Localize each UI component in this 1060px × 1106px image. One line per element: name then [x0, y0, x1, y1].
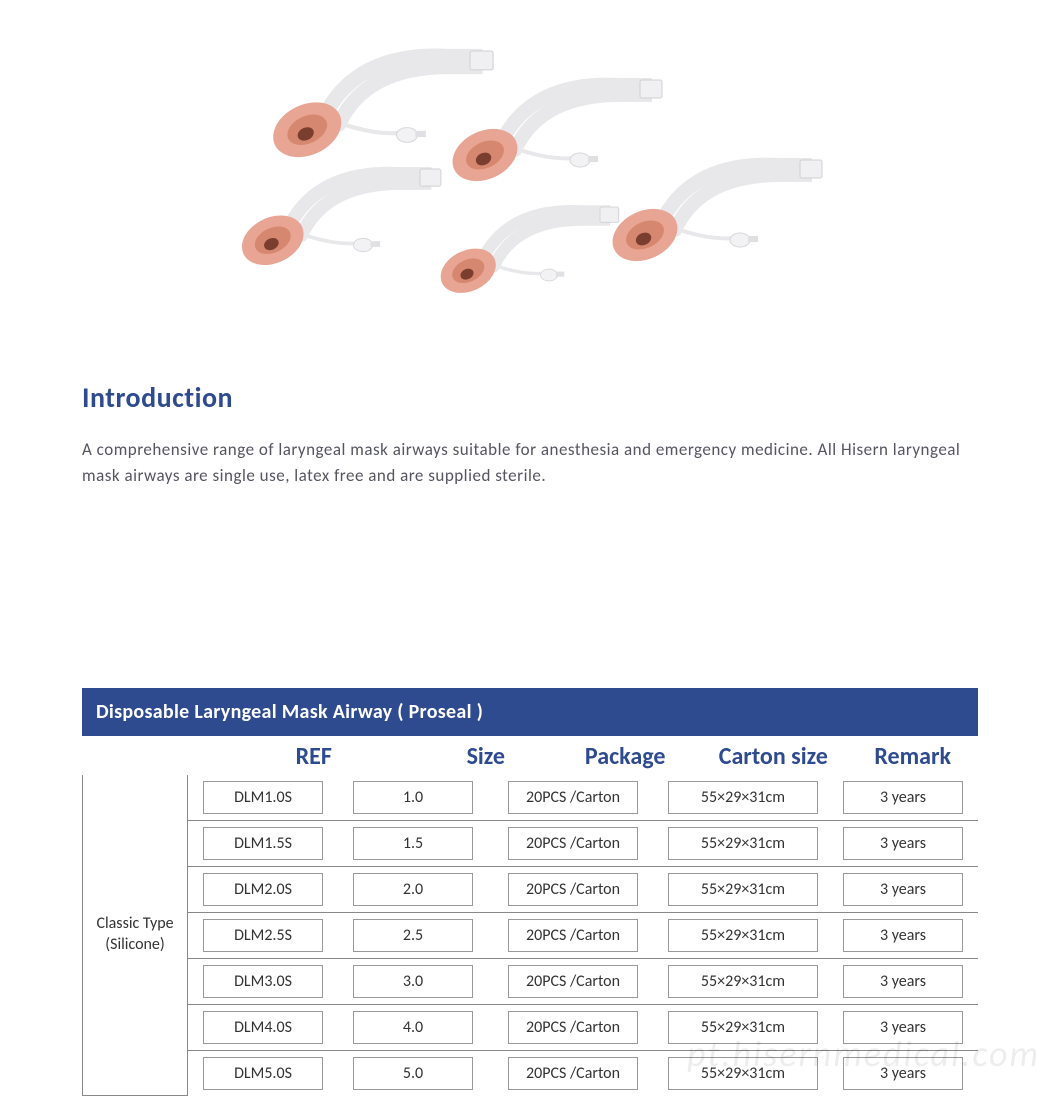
lma-icon [430, 190, 626, 301]
column-header-size: Size [420, 742, 551, 771]
cell-carton: 55×29×31cm [658, 781, 828, 814]
spec-table: Classic Type (Silicone) DLM1.0S1.020PCS … [82, 775, 978, 1096]
cell-size: 2.5 [338, 919, 488, 952]
cell-ref: DLM3.0S [188, 965, 338, 998]
table-row: DLM5.0S5.020PCS /Carton55×29×31cm3 years [188, 1051, 978, 1096]
cell-package: 20PCS /Carton [488, 827, 658, 860]
cell-ref: DLM2.5S [188, 919, 338, 952]
cell-package: 20PCS /Carton [488, 919, 658, 952]
column-header-package: Package [551, 742, 699, 771]
cell-ref: DLM4.0S [188, 1011, 338, 1044]
cell-package: 20PCS /Carton [488, 1057, 658, 1090]
cell-size: 1.0 [338, 781, 488, 814]
table-header-row: REFSizePackageCarton sizeRemark [82, 736, 978, 775]
cell-remark: 3 years [828, 781, 978, 814]
table-row: DLM2.5S2.520PCS /Carton55×29×31cm3 years [188, 913, 978, 959]
table-row: DLM1.5S1.520PCS /Carton55×29×31cm3 years [188, 821, 978, 867]
cell-remark: 3 years [828, 1057, 978, 1090]
cell-carton: 55×29×31cm [658, 919, 828, 952]
cell-ref: DLM1.5S [188, 827, 338, 860]
product-image [220, 20, 840, 350]
cell-package: 20PCS /Carton [488, 781, 658, 814]
type-column: Classic Type (Silicone) [82, 775, 188, 1096]
cell-ref: DLM5.0S [188, 1057, 338, 1090]
cell-remark: 3 years [828, 873, 978, 906]
cell-ref: DLM2.0S [188, 873, 338, 906]
cell-size: 1.5 [338, 827, 488, 860]
cell-remark: 3 years [828, 1011, 978, 1044]
cell-carton: 55×29×31cm [658, 827, 828, 860]
column-header-carton: Carton size [699, 742, 847, 771]
cell-package: 20PCS /Carton [488, 1011, 658, 1044]
cell-size: 4.0 [338, 1011, 488, 1044]
cell-carton: 55×29×31cm [658, 1057, 828, 1090]
cell-package: 20PCS /Carton [488, 965, 658, 998]
type-label-line2: (Silicone) [105, 935, 165, 956]
cell-size: 5.0 [338, 1057, 488, 1090]
lma-icon [600, 140, 830, 270]
table-row: DLM1.0S1.020PCS /Carton55×29×31cm3 years [188, 775, 978, 821]
cell-size: 3.0 [338, 965, 488, 998]
cell-remark: 3 years [828, 827, 978, 860]
cell-carton: 55×29×31cm [658, 1011, 828, 1044]
column-header-ref: REF [207, 742, 420, 771]
cell-remark: 3 years [828, 965, 978, 998]
cell-ref: DLM1.0S [188, 781, 338, 814]
cell-carton: 55×29×31cm [658, 873, 828, 906]
cell-carton: 55×29×31cm [658, 965, 828, 998]
cell-package: 20PCS /Carton [488, 873, 658, 906]
cell-size: 2.0 [338, 873, 488, 906]
table-row: DLM2.0S2.020PCS /Carton55×29×31cm3 years [188, 867, 978, 913]
cell-remark: 3 years [828, 919, 978, 952]
intro-heading: Introduction [82, 380, 978, 415]
column-header-remark: Remark [847, 742, 978, 771]
table-title: Disposable Laryngeal Mask Airway ( Prose… [82, 688, 978, 736]
intro-text: A comprehensive range of laryngeal mask … [82, 437, 978, 488]
table-row: DLM3.0S3.020PCS /Carton55×29×31cm3 years [188, 959, 978, 1005]
table-row: DLM4.0S4.020PCS /Carton55×29×31cm3 years [188, 1005, 978, 1051]
type-label-line1: Classic Type [96, 914, 173, 935]
lma-icon [230, 150, 449, 274]
